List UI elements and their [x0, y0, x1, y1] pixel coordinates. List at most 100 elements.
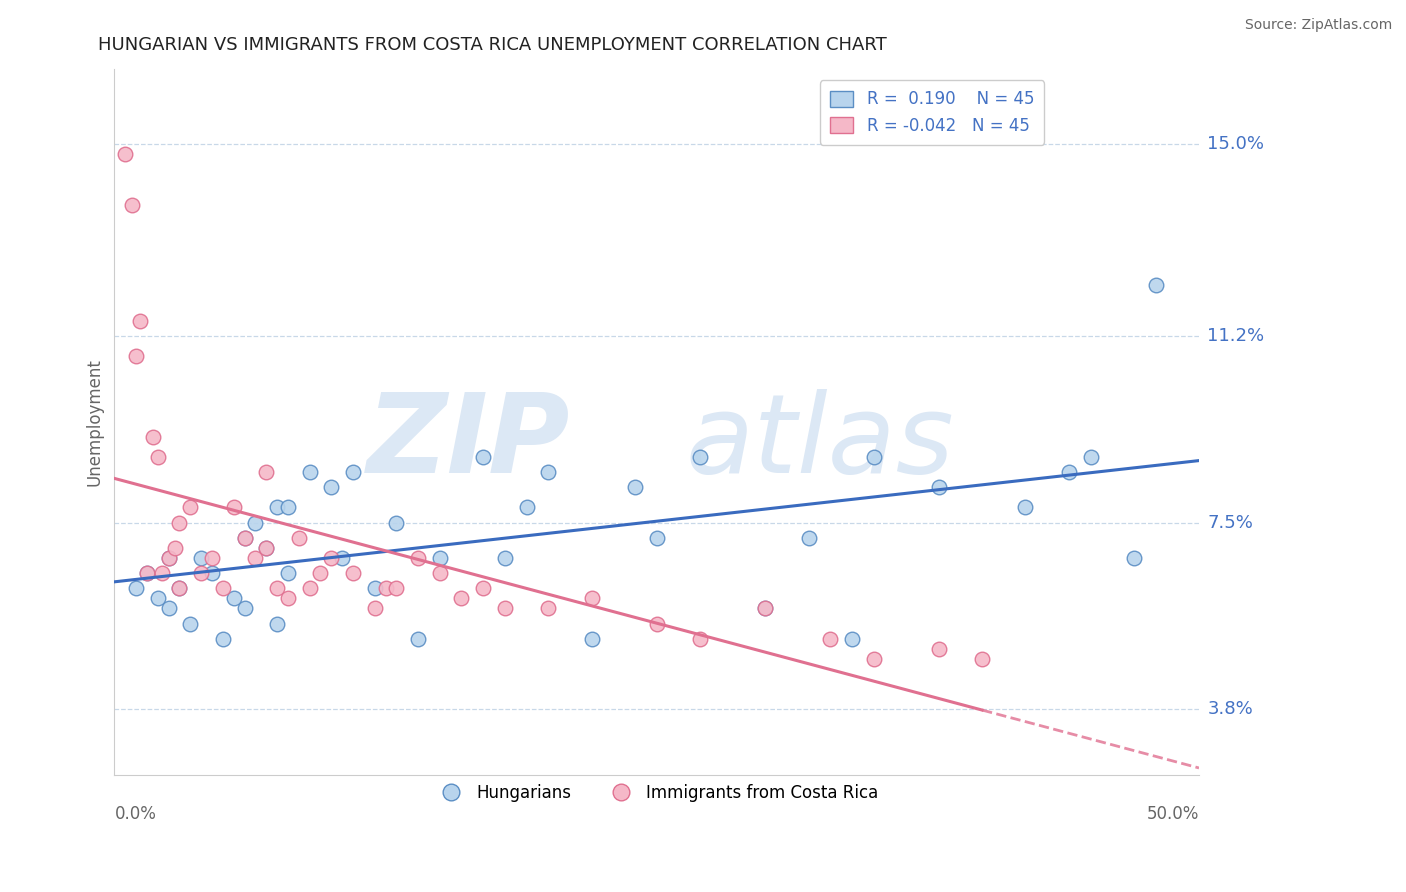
- Y-axis label: Unemployment: Unemployment: [86, 358, 103, 485]
- Point: [288, 531, 311, 545]
- Point: [841, 632, 863, 646]
- Point: [1122, 551, 1144, 566]
- Point: [179, 616, 201, 631]
- Point: [125, 581, 148, 595]
- Point: [364, 601, 387, 615]
- Point: [494, 551, 516, 566]
- Point: [1144, 278, 1167, 293]
- Point: [689, 632, 711, 646]
- Point: [928, 480, 950, 494]
- Point: [201, 551, 224, 566]
- Point: [146, 450, 169, 464]
- Point: [321, 480, 343, 494]
- Point: [754, 601, 776, 615]
- Point: [233, 531, 256, 545]
- Point: [190, 566, 212, 580]
- Point: [928, 641, 950, 656]
- Text: HUNGARIAN VS IMMIGRANTS FROM COSTA RICA UNEMPLOYMENT CORRELATION CHART: HUNGARIAN VS IMMIGRANTS FROM COSTA RICA …: [98, 36, 887, 54]
- Point: [165, 541, 187, 555]
- Point: [245, 516, 267, 530]
- Point: [581, 632, 603, 646]
- Point: [624, 480, 647, 494]
- Point: [136, 566, 159, 580]
- Point: [125, 349, 148, 363]
- Point: [277, 566, 299, 580]
- Point: [245, 551, 267, 566]
- Point: [222, 591, 245, 606]
- Point: [330, 551, 353, 566]
- Point: [406, 551, 429, 566]
- Point: [309, 566, 332, 580]
- Point: [537, 465, 560, 479]
- Point: [254, 541, 277, 555]
- Point: [169, 581, 191, 595]
- Point: [1080, 450, 1102, 464]
- Point: [157, 601, 180, 615]
- Point: [179, 500, 201, 515]
- Point: [342, 566, 364, 580]
- Point: [233, 531, 256, 545]
- Point: [537, 601, 560, 615]
- Point: [494, 601, 516, 615]
- Point: [190, 551, 212, 566]
- Text: 11.2%: 11.2%: [1208, 327, 1264, 345]
- Point: [429, 566, 451, 580]
- Point: [645, 531, 668, 545]
- Point: [429, 551, 451, 566]
- Point: [157, 551, 180, 566]
- Text: atlas: atlas: [685, 390, 953, 497]
- Point: [142, 430, 165, 444]
- Point: [298, 465, 321, 479]
- Point: [862, 652, 884, 666]
- Point: [277, 500, 299, 515]
- Point: [1057, 465, 1080, 479]
- Point: [862, 450, 884, 464]
- Point: [146, 591, 169, 606]
- Text: 3.8%: 3.8%: [1208, 700, 1253, 718]
- Legend: Hungarians, Immigrants from Costa Rica: Hungarians, Immigrants from Costa Rica: [427, 778, 886, 809]
- Point: [150, 566, 173, 580]
- Point: [298, 581, 321, 595]
- Point: [374, 581, 396, 595]
- Point: [277, 591, 299, 606]
- Point: [581, 591, 603, 606]
- Point: [129, 314, 152, 328]
- Point: [254, 541, 277, 555]
- Point: [472, 450, 495, 464]
- Point: [754, 601, 776, 615]
- Point: [406, 632, 429, 646]
- Text: Source: ZipAtlas.com: Source: ZipAtlas.com: [1244, 18, 1392, 32]
- Point: [472, 581, 495, 595]
- Point: [385, 581, 408, 595]
- Point: [797, 531, 820, 545]
- Point: [169, 516, 191, 530]
- Text: 7.5%: 7.5%: [1208, 514, 1253, 532]
- Point: [212, 581, 235, 595]
- Point: [818, 632, 841, 646]
- Point: [121, 198, 143, 212]
- Point: [222, 500, 245, 515]
- Text: 50.0%: 50.0%: [1147, 805, 1199, 823]
- Point: [169, 581, 191, 595]
- Point: [233, 601, 256, 615]
- Point: [645, 616, 668, 631]
- Text: ZIP: ZIP: [367, 390, 569, 497]
- Point: [385, 516, 408, 530]
- Point: [266, 616, 288, 631]
- Point: [1014, 500, 1036, 515]
- Point: [157, 551, 180, 566]
- Point: [266, 581, 288, 595]
- Text: 15.0%: 15.0%: [1208, 136, 1264, 153]
- Point: [254, 465, 277, 479]
- Point: [266, 500, 288, 515]
- Point: [450, 591, 472, 606]
- Point: [970, 652, 993, 666]
- Point: [201, 566, 224, 580]
- Point: [114, 147, 136, 161]
- Point: [136, 566, 159, 580]
- Text: 0.0%: 0.0%: [114, 805, 156, 823]
- Point: [342, 465, 364, 479]
- Point: [212, 632, 235, 646]
- Point: [689, 450, 711, 464]
- Point: [364, 581, 387, 595]
